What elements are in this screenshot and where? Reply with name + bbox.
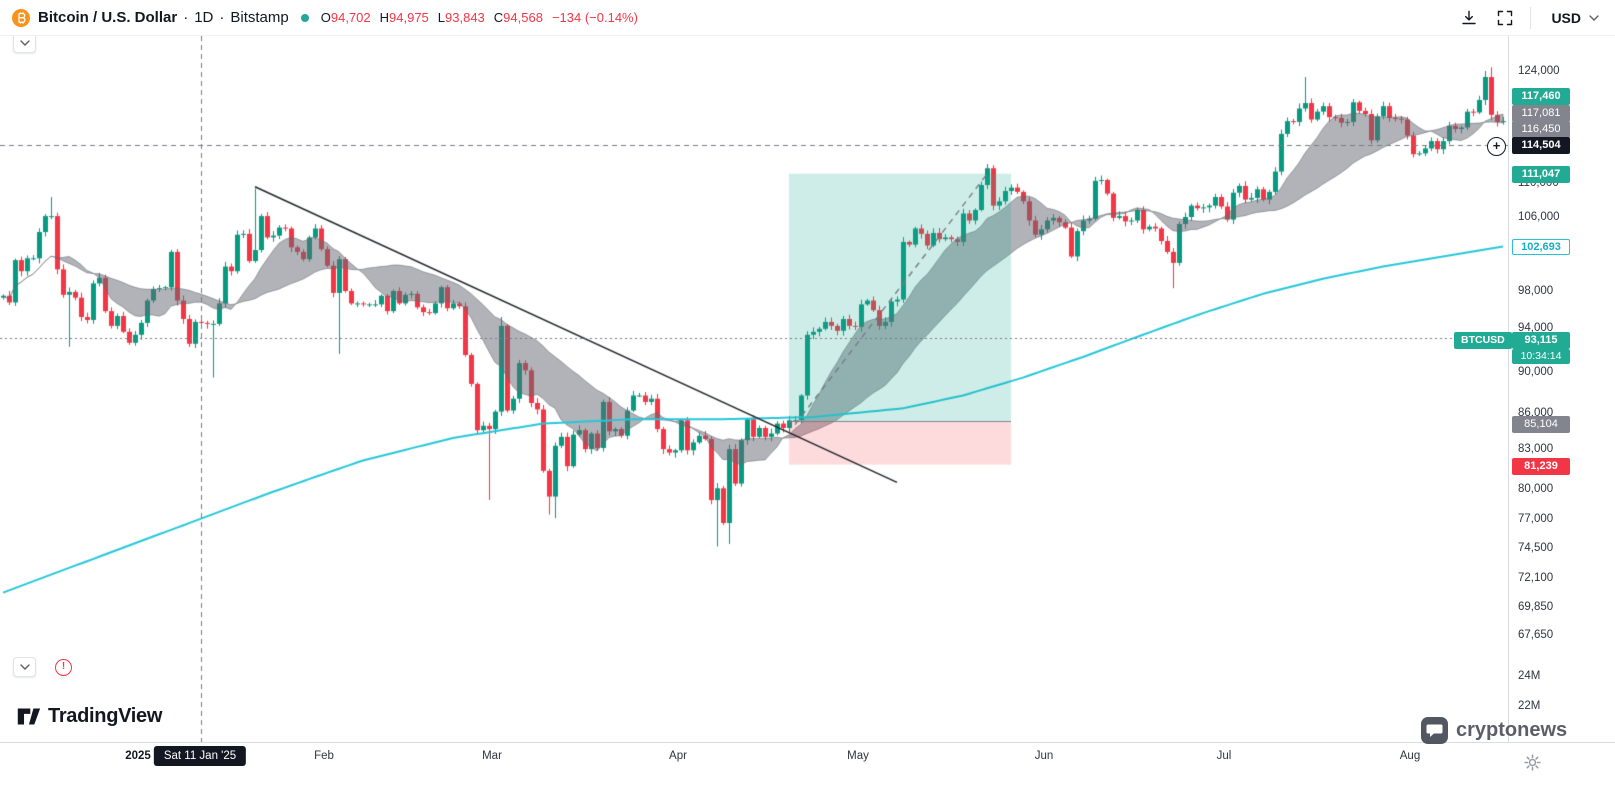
tradingview-logo-text: TradingView [48, 705, 163, 727]
cryptonews-watermark-text: cryptonews [1456, 719, 1568, 741]
chevron-down-icon [19, 40, 30, 46]
bitcoin-icon [12, 8, 30, 27]
time-tick-label: Feb [314, 750, 334, 762]
open-value: 94,702 [330, 10, 371, 25]
price-tick-label: 106,000 [1518, 211, 1560, 223]
chart-pane[interactable] [0, 36, 1508, 742]
download-icon [1462, 10, 1477, 24]
chevron-down-icon [1589, 14, 1599, 21]
separator-dot: · [183, 9, 189, 26]
crosshair-date-tooltip: Sat 11 Jan '25 [153, 746, 247, 766]
price-axis-badge: 117,081 [1512, 105, 1570, 122]
price-tick-label: 124,000 [1518, 65, 1560, 77]
toolbar: Bitcoin / U.S. Dollar · 1D · Bitstamp O9… [0, 0, 1615, 36]
time-tick-label: 2025 [125, 750, 151, 762]
change-value: −134 (−0.14%) [551, 10, 638, 25]
ohlc-readout: O94,702 H94,975 L93,843 C94,568 −134 (−0… [321, 10, 638, 25]
close-value: 94,568 [503, 10, 543, 25]
toolbar-right: USD [1458, 6, 1605, 29]
price-tick-label: 74,500 [1518, 542, 1554, 554]
currency-label: USD [1551, 9, 1581, 26]
price-axis-badge: 117,460 [1512, 88, 1570, 105]
price-tick-label: 69,850 [1518, 601, 1554, 613]
time-tick-label: Mar [482, 750, 502, 762]
chevron-down-icon [19, 664, 30, 670]
price-tick-label: 24M [1518, 670, 1541, 682]
market-status-dot [300, 13, 309, 22]
currency-selector[interactable]: USD [1545, 9, 1605, 27]
price-tick-label: 77,000 [1518, 513, 1554, 525]
candlestick-chart-canvas[interactable] [0, 36, 1508, 742]
fullscreen-button[interactable] [1494, 7, 1516, 29]
price-line-symbol-tag: BTCUSD [1454, 332, 1512, 349]
interval-label: 1D [194, 9, 214, 26]
symbol-button[interactable]: Bitcoin / U.S. Dollar · 1D · Bitstamp [38, 9, 289, 26]
high-value: 94,975 [389, 10, 429, 25]
price-axis-badge: 102,693 [1512, 239, 1570, 255]
time-tick-label: Jun [1034, 750, 1054, 762]
data-warning-icon[interactable]: ! [55, 659, 72, 676]
price-tick-label: 80,000 [1518, 483, 1554, 495]
time-tick-label: Aug [1399, 750, 1421, 762]
price-tick-label: 67,650 [1518, 629, 1554, 641]
price-tick-label: 72,100 [1518, 572, 1554, 584]
price-axis-badge: 116,450 [1512, 121, 1570, 138]
time-tick-label: Jul [1216, 750, 1232, 762]
price-axis-badge: 10:34:14 [1512, 349, 1570, 364]
fullscreen-icon [1498, 10, 1513, 25]
toolbar-divider [1530, 6, 1532, 29]
price-tick-label: 83,000 [1518, 443, 1554, 455]
price-axis-badge: 111,047 [1512, 166, 1570, 183]
price-tick-label: 94,000 [1518, 322, 1554, 334]
cryptonews-watermark: cryptonews [1421, 717, 1567, 744]
symbol-info-row: Bitcoin / U.S. Dollar · 1D · Bitstamp O9… [12, 8, 638, 27]
price-tick-label: 98,000 [1518, 285, 1554, 297]
cryptonews-logo-icon [1421, 717, 1448, 744]
separator-dot: · [219, 9, 225, 26]
collapse-pane-top-button[interactable] [13, 33, 36, 53]
collapse-pane-bottom-button[interactable] [13, 657, 36, 677]
download-button[interactable] [1458, 7, 1480, 29]
high-label: H [379, 10, 390, 25]
price-axis-badge: 81,239 [1512, 458, 1570, 475]
tradingview-logo[interactable]: TradingView [16, 704, 162, 729]
time-tick-label: Apr [669, 750, 687, 762]
axis-settings-gear-icon[interactable] [1524, 754, 1541, 776]
close-label: C [493, 10, 504, 25]
open-label: O [320, 10, 331, 25]
price-tick-label: 22M [1518, 700, 1541, 712]
price-tick-label: 90,000 [1518, 366, 1554, 378]
price-axis[interactable]: 124,000 110,000 106,000 98,000 94,000 90,000 8… [1508, 36, 1615, 742]
time-tick-label: May [847, 750, 869, 762]
tradingview-logo-icon [17, 708, 41, 725]
price-axis-badge: 93,115 [1512, 332, 1570, 349]
symbol-title: Bitcoin / U.S. Dollar [38, 9, 178, 26]
low-value: 93,843 [445, 10, 485, 25]
price-axis-badge: 85,104 [1512, 416, 1570, 433]
time-axis[interactable]: 2025 Feb Mar Apr May Jun Jul Aug Sat 11 Jan '25 [0, 742, 1615, 797]
add-alert-plus-button[interactable]: + [1487, 137, 1506, 156]
exchange-label: Bitstamp [230, 9, 289, 26]
price-axis-badge: 114,504 [1512, 137, 1570, 154]
low-label: L [437, 10, 446, 25]
